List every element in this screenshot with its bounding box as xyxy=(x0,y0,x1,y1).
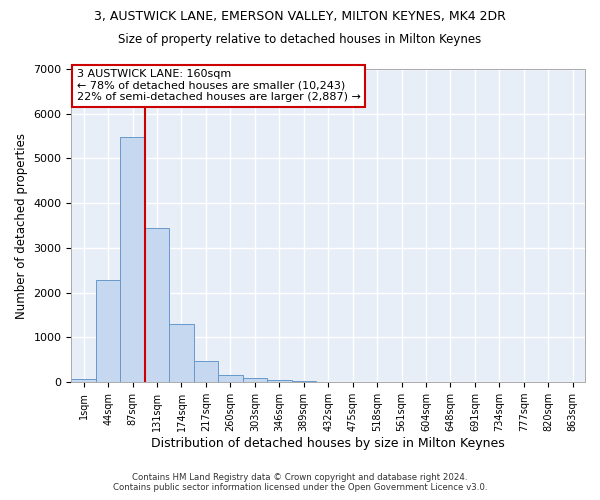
Bar xyxy=(292,381,316,382)
Bar xyxy=(96,280,121,382)
Bar xyxy=(218,375,242,382)
Bar xyxy=(121,137,145,382)
Text: 3 AUSTWICK LANE: 160sqm
← 78% of detached houses are smaller (10,243)
22% of sem: 3 AUSTWICK LANE: 160sqm ← 78% of detache… xyxy=(77,69,361,102)
Bar xyxy=(194,361,218,382)
Text: 3, AUSTWICK LANE, EMERSON VALLEY, MILTON KEYNES, MK4 2DR: 3, AUSTWICK LANE, EMERSON VALLEY, MILTON… xyxy=(94,10,506,23)
Text: Size of property relative to detached houses in Milton Keynes: Size of property relative to detached ho… xyxy=(118,32,482,46)
Bar xyxy=(242,378,267,382)
Text: Contains HM Land Registry data © Crown copyright and database right 2024.
Contai: Contains HM Land Registry data © Crown c… xyxy=(113,473,487,492)
Bar xyxy=(71,378,96,382)
Bar xyxy=(169,324,194,382)
Bar xyxy=(145,228,169,382)
Bar xyxy=(267,380,292,382)
Y-axis label: Number of detached properties: Number of detached properties xyxy=(15,132,28,318)
X-axis label: Distribution of detached houses by size in Milton Keynes: Distribution of detached houses by size … xyxy=(151,437,505,450)
